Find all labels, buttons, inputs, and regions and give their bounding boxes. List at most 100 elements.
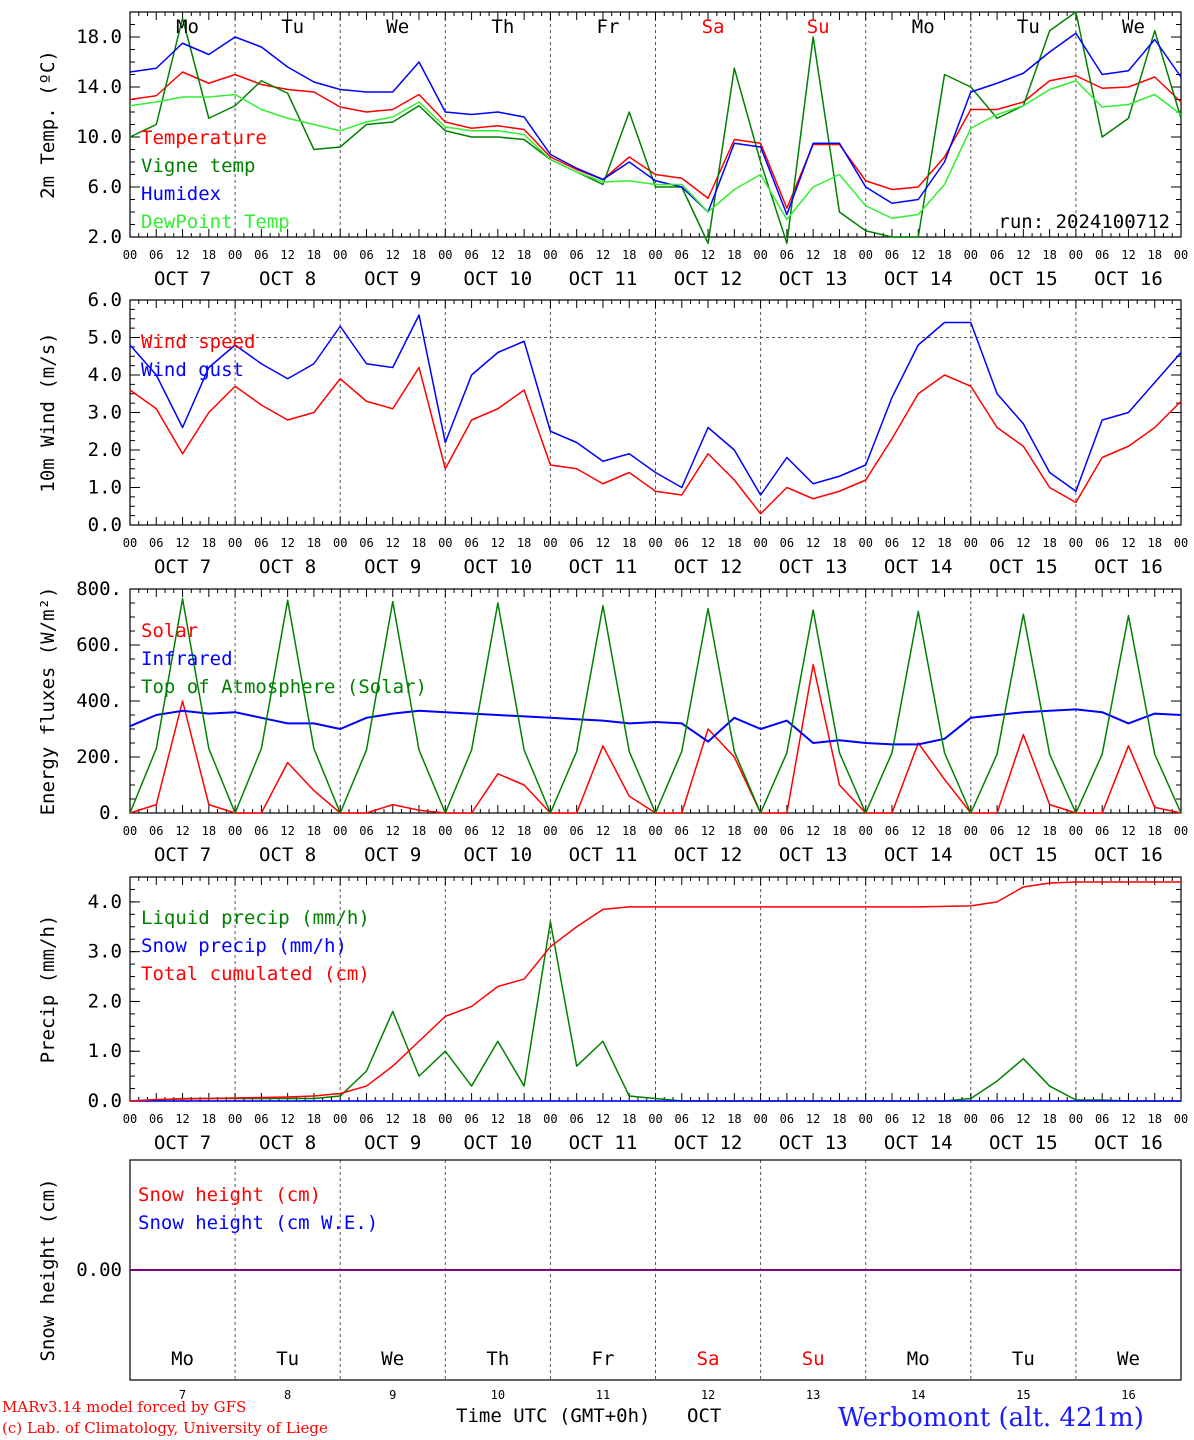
hour-tick-label: 18 [412, 1112, 426, 1126]
hour-tick-label: 06 [990, 824, 1004, 838]
hour-tick-label: 00 [964, 1112, 978, 1126]
hour-tick-label: 06 [990, 1112, 1004, 1126]
hour-tick-label: 00 [228, 536, 242, 550]
hour-tick-label: 06 [675, 536, 689, 550]
hour-tick-label: 06 [254, 1112, 268, 1126]
hour-tick-label: 12 [701, 824, 715, 838]
hour-tick-label: 00 [228, 248, 242, 262]
series-line-2 [129, 708, 1182, 746]
panel-4: 0.0 1.0 2.0 3.0 4.0 Precip (mm/h) Liquid preci… [37, 876, 1188, 1154]
hour-tick-label: 18 [1042, 1112, 1056, 1126]
hour-tick-label: 18 [937, 536, 951, 550]
hour-tick-label: 00 [333, 248, 347, 262]
date-label: OCT 9 [364, 556, 421, 578]
y-tick-label: 6.0 [88, 176, 122, 198]
hour-tick-label: 12 [1121, 536, 1135, 550]
hour-tick-label: 06 [464, 248, 478, 262]
y-axis-label: Snow height (cm) [37, 1178, 59, 1361]
hour-tick-label: 00 [123, 536, 137, 550]
hour-tick-label: 00 [858, 1112, 872, 1126]
y-tick-label: 3.0 [88, 941, 122, 963]
date-label: OCT 7 [154, 1132, 211, 1154]
hour-tick-label: 06 [675, 824, 689, 838]
hour-tick-label: 18 [727, 248, 741, 262]
hour-tick-label: 06 [359, 248, 373, 262]
weekday-label: We [381, 1348, 404, 1370]
hour-tick-label: 18 [202, 824, 216, 838]
hour-tick-label: 12 [701, 1112, 715, 1126]
hour-tick-label: 00 [1174, 536, 1188, 550]
hour-tick-label: 18 [1042, 536, 1056, 550]
y-tick-label: 4.0 [88, 364, 122, 386]
hour-tick-label: 18 [517, 536, 531, 550]
y-tick-label: 6.0 [88, 289, 122, 311]
hour-tick-label: 00 [1174, 1112, 1188, 1126]
hour-tick-label: 00 [648, 536, 662, 550]
day-number-label: 14 [911, 1388, 925, 1402]
date-label: OCT 8 [259, 556, 316, 578]
legend-label: Liquid precip (mm/h) [141, 907, 370, 929]
y-tick-label: 0.0 [88, 514, 122, 536]
panel-1: 2.0 6.0 10.0 14.0 18.0 2m Temp. (ºC) Temperatu… [37, 11, 1188, 290]
hour-tick-label: 00 [438, 1112, 452, 1126]
hour-tick-label: 00 [123, 1112, 137, 1126]
day-number-label: 16 [1121, 1388, 1135, 1402]
weekday-label: Mo [907, 1348, 930, 1370]
y-tick-label: 400. [76, 690, 122, 712]
hour-tick-label: 12 [491, 536, 505, 550]
legend-label: Temperature [141, 127, 267, 149]
hour-tick-label: 12 [911, 248, 925, 262]
hour-tick-label: 00 [753, 1112, 767, 1126]
weekday-label: Fr [597, 16, 620, 38]
hour-tick-label: 00 [858, 248, 872, 262]
weekday-label: Mo [912, 16, 935, 38]
day-number-label: 11 [596, 1388, 610, 1402]
date-label: OCT 10 [464, 556, 533, 578]
weekday-label: Th [486, 1348, 509, 1370]
hour-tick-label: 00 [228, 1112, 242, 1126]
series-line-3 [129, 881, 1181, 1102]
legend-label: Total cumulated (cm) [141, 963, 370, 985]
hour-tick-label: 06 [254, 536, 268, 550]
hour-tick-label: 18 [412, 536, 426, 550]
hour-tick-label: 12 [1016, 248, 1030, 262]
hour-tick-label: 12 [175, 536, 189, 550]
date-label: OCT 11 [569, 844, 638, 866]
weekday-label: Mo [176, 16, 199, 38]
hour-tick-label: 12 [596, 824, 610, 838]
y-tick-label: 10.0 [76, 126, 122, 148]
hour-tick-label: 18 [832, 248, 846, 262]
y-tick-label: 0. [99, 802, 122, 824]
hour-tick-label: 18 [1147, 824, 1161, 838]
hour-tick-label: 00 [123, 824, 137, 838]
y-tick-label: 5.0 [88, 327, 122, 349]
date-label: OCT 16 [1094, 1132, 1163, 1154]
hour-tick-label: 12 [386, 1112, 400, 1126]
hour-tick-label: 12 [806, 1112, 820, 1126]
hour-tick-label: 00 [648, 824, 662, 838]
hour-tick-label: 00 [964, 248, 978, 262]
y-tick-label: 1.0 [88, 1040, 122, 1062]
weekday-label: Sa [697, 1348, 720, 1370]
series-line-2 [129, 11, 1182, 244]
hour-tick-label: 00 [123, 248, 137, 262]
series-line-2 [129, 314, 1182, 496]
hour-tick-label: 12 [280, 536, 294, 550]
date-label: OCT 10 [464, 1132, 533, 1154]
hour-tick-label: 06 [254, 248, 268, 262]
hour-tick-label: 00 [1069, 248, 1083, 262]
y-axis-label: 10m Wind (m/s) [37, 332, 59, 492]
hour-tick-label: 00 [438, 248, 452, 262]
weekday-label: Tu [276, 1348, 299, 1370]
date-label: OCT 11 [569, 556, 638, 578]
hour-tick-label: 12 [911, 1112, 925, 1126]
hour-tick-label: 12 [806, 248, 820, 262]
hour-tick-label: 06 [780, 536, 794, 550]
hour-tick-label: 00 [858, 824, 872, 838]
hour-tick-label: 06 [1095, 248, 1109, 262]
hour-tick-label: 00 [543, 1112, 557, 1126]
hour-tick-label: 06 [780, 824, 794, 838]
hour-tick-label: 06 [359, 1112, 373, 1126]
date-label: OCT 9 [364, 1132, 421, 1154]
